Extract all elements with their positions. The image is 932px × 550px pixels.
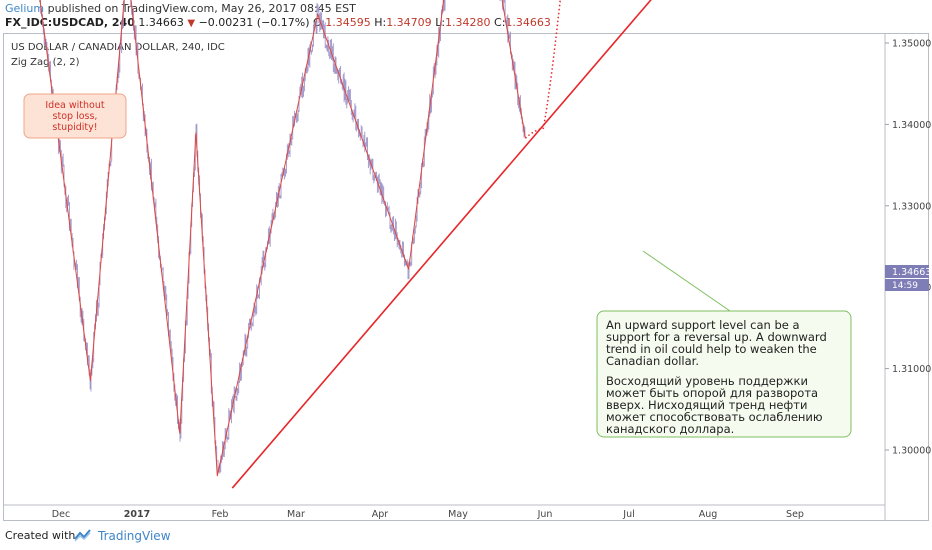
ohlc-bar: FX_IDC:USDCAD, 240 1.34663 ▼ −0.00231 (−… (5, 16, 551, 29)
x-tick-label-4: Apr (372, 509, 389, 520)
callout-pointer (642, 250, 731, 312)
x-tick-label-6: Jun (537, 509, 553, 520)
low-value: 1.34280 (445, 16, 491, 29)
price-badge-bg (885, 265, 929, 278)
time-badge: 14:59 (885, 279, 929, 291)
y-tick-label-5: 1.34000 (892, 120, 931, 131)
projection-layer[interactable] (524, 0, 602, 139)
last-price: 1.34663 (138, 16, 184, 29)
close-label: C: (494, 16, 506, 29)
tradingview-logo-icon[interactable] (73, 528, 93, 542)
note-red-line-1: Idea without (45, 100, 105, 111)
indicator-label[interactable]: Zig Zag (2, 2) (11, 57, 80, 68)
y-tick-label-6: 1.35000 (892, 39, 931, 50)
projection-path (524, 0, 561, 139)
x-tick-label-7: Jul (622, 509, 634, 520)
y-tick-label-1: 1.30000 (892, 446, 931, 457)
high-value: 1.34709 (386, 16, 432, 29)
x-tick-label-9: Sep (786, 509, 804, 520)
down-arrow-icon: ▼ (187, 18, 196, 29)
price-chart[interactable]: US DOLLAR / CANADIAN DOLLAR, 240, IDC Zi… (0, 0, 932, 522)
note-green-line-2: support for a reversal up. A downward (606, 330, 827, 344)
time-badge-bg (885, 279, 929, 291)
price-change: −0.00231 (−0.17%) (198, 16, 310, 29)
trendline-layer[interactable] (231, 0, 876, 489)
x-tick-label-3: Mar (287, 509, 305, 520)
x-tick-labels: Dec 2017 Feb Mar Apr May Jun Jul Aug Sep (52, 509, 804, 520)
note-green[interactable]: An upward support level can be a support… (596, 310, 852, 438)
note-green-line-8: вверх. Нисходящий тренд нефти (606, 398, 807, 412)
price-series (39, 0, 526, 474)
close-value: 1.34663 (505, 16, 551, 29)
note-green-line-7: может быть опорой для разворота (606, 386, 818, 400)
x-tick-label-0: Dec (52, 509, 70, 520)
note-green-line-10: канадского доллара. (606, 422, 734, 436)
y-tick-label-4: 1.33000 (892, 201, 931, 212)
zigzag-layer (39, 0, 526, 477)
footer: Created with TradingView (0, 522, 932, 550)
created-with-text: Created with (5, 529, 76, 542)
note-green-box (596, 310, 852, 438)
note-red[interactable]: Idea without stop loss, stupidity! (23, 93, 127, 139)
price-badge-text: 1.34663 (892, 267, 931, 278)
support-trendline (231, 0, 652, 489)
note-green-line-4: Canadian dollar. (606, 354, 699, 368)
symbol-label: FX_IDC:USDCAD, 240 (5, 16, 135, 29)
y-tick-label-2: 1.31000 (892, 364, 931, 375)
note-red-box (23, 93, 127, 139)
price-badge: 1.34663 (885, 265, 931, 278)
note-green-line-6: Восходящий уровень поддержки (606, 374, 808, 388)
time-badge-text: 14:59 (892, 281, 918, 291)
x-tick-label-1: 2017 (124, 509, 150, 520)
note-red-line-2: stop loss, (53, 111, 98, 122)
tradingview-link[interactable]: TradingView (98, 529, 171, 543)
note-green-line-9: может способствовать ослаблению (606, 410, 823, 424)
author-name[interactable]: Gelium (5, 2, 45, 15)
x-tick-label-2: Feb (212, 509, 229, 520)
chart-title: US DOLLAR / CANADIAN DOLLAR, 240, IDC (11, 42, 225, 53)
note-green-line-1: An upward support level can be a (606, 318, 800, 332)
high-label: H: (374, 16, 387, 29)
x-tick-label-8: Aug (699, 509, 718, 520)
x-tick-label-5: May (448, 509, 468, 520)
open-value: 1.34595 (325, 16, 371, 29)
y-tick-labels: 1.290001.300001.310001.320001.330001.340… (885, 39, 931, 457)
zigzag-line (39, 0, 526, 477)
note-red-line-3: stupidity! (52, 122, 97, 133)
note-green-line-3: trend in oil could help to weaken the (606, 342, 817, 356)
